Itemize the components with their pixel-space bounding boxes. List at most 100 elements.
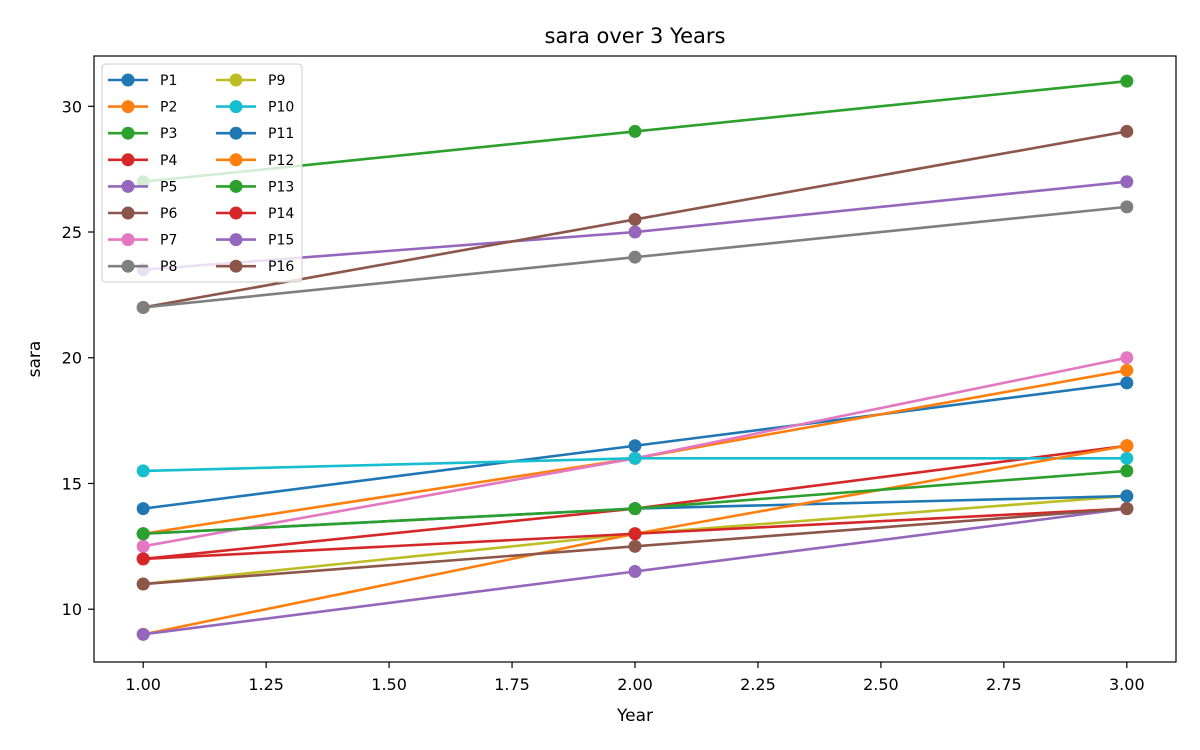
data-point-P1-2 <box>628 439 642 453</box>
data-point-P10-1 <box>136 464 150 478</box>
legend-item-P4: P4 <box>108 153 177 169</box>
legend-swatch-marker <box>121 100 135 114</box>
legend-swatch-marker <box>121 153 135 167</box>
x-tick-label: 1.25 <box>248 675 284 694</box>
data-point-P1-1 <box>136 502 150 516</box>
data-point-P13-3 <box>1120 464 1134 478</box>
legend-label: P8 <box>160 259 177 275</box>
data-point-P13-1 <box>136 527 150 541</box>
legend-swatch-marker <box>229 153 243 167</box>
series-P8 <box>136 200 1134 314</box>
legend-item-P9: P9 <box>216 73 285 89</box>
legend-swatch-marker <box>121 206 135 220</box>
x-axis: 1.00 1.25 1.50 1.75 2.00 2.25 2.50 2.75 3.00 <box>125 662 1145 694</box>
legend-item-P6: P6 <box>108 206 177 222</box>
data-point-P12-3 <box>1120 439 1134 453</box>
x-tick-label: 1.50 <box>371 675 407 694</box>
x-tick-label: 2.75 <box>986 675 1022 694</box>
x-axis-label: Year <box>616 706 653 726</box>
data-point-P7-1 <box>136 539 150 553</box>
y-axis: 10 15 20 25 30 <box>62 97 94 619</box>
legend-swatch-marker <box>121 259 135 273</box>
legend-label: P14 <box>268 206 294 222</box>
series-layer <box>136 74 1134 641</box>
data-point-P5-2 <box>628 225 642 239</box>
data-point-P5-3 <box>1120 175 1134 189</box>
legend-swatch-marker <box>229 73 243 87</box>
legend-label: P11 <box>268 126 294 142</box>
data-point-P15-2 <box>628 564 642 578</box>
data-point-P6-3 <box>1120 124 1134 138</box>
data-point-P10-3 <box>1120 451 1134 465</box>
legend-box <box>101 63 303 283</box>
legend-swatch-marker <box>229 259 243 273</box>
y-tick-label: 20 <box>62 349 82 368</box>
data-point-P8-2 <box>628 250 642 264</box>
legend-swatch-marker <box>121 73 135 87</box>
data-point-P8-3 <box>1120 200 1134 214</box>
data-point-P14-1 <box>136 552 150 566</box>
y-tick-label: 25 <box>62 223 82 242</box>
legend-label: P5 <box>160 179 177 195</box>
legend-label: P3 <box>160 126 177 142</box>
plot-area <box>93 55 1177 663</box>
data-point-P2-3 <box>1120 363 1134 377</box>
data-point-P16-2 <box>628 539 642 553</box>
legend-swatch-marker <box>121 179 135 193</box>
data-point-P11-3 <box>1120 489 1134 503</box>
legend-swatch-marker <box>229 179 243 193</box>
legend-label: P12 <box>268 153 294 169</box>
legend-label: P2 <box>160 100 177 116</box>
legend-label: P6 <box>160 206 177 222</box>
legend-label: P9 <box>268 73 285 89</box>
legend-swatch-marker <box>229 233 243 247</box>
legend-item-P15: P15 <box>216 233 294 249</box>
legend-swatch-marker <box>229 100 243 114</box>
series-P15 <box>136 502 1134 641</box>
series-P1 <box>136 376 1134 516</box>
data-point-P15-1 <box>136 627 150 641</box>
x-tick-label: 1.00 <box>125 675 161 694</box>
y-tick-label: 15 <box>62 474 82 493</box>
legend-item-P14: P14 <box>216 206 294 222</box>
data-point-P14-2 <box>628 527 642 541</box>
legend-label: P15 <box>268 233 294 249</box>
legend-item-P3: P3 <box>108 126 177 142</box>
legend-item-P11: P11 <box>216 126 294 142</box>
legend-swatch-marker <box>121 126 135 140</box>
y-tick-label: 10 <box>62 600 82 619</box>
legend-item-P10: P10 <box>216 100 294 116</box>
chart-title: sara over 3 Years <box>545 24 726 48</box>
legend-item-P5: P5 <box>108 179 177 195</box>
data-point-P8-1 <box>136 300 150 314</box>
data-point-P13-2 <box>628 502 642 516</box>
legend-label: P10 <box>268 100 294 116</box>
data-point-P3-2 <box>628 124 642 138</box>
legend-swatch-marker <box>229 126 243 140</box>
legend-item-P2: P2 <box>108 100 177 116</box>
legend-item-P1: P1 <box>108 73 177 89</box>
legend-item-P12: P12 <box>216 153 294 169</box>
legend: P1 P2 P3 P4 P5 P6 P7 P8 P9 P10 P11 P12 P13 P14 P15 P16 <box>101 63 303 283</box>
data-point-P16-1 <box>136 577 150 591</box>
x-tick-label: 1.75 <box>494 675 530 694</box>
legend-label: P7 <box>160 233 177 249</box>
legend-swatch-marker <box>121 233 135 247</box>
y-tick-label: 30 <box>62 97 82 116</box>
series-P13 <box>136 464 1134 541</box>
legend-label: P13 <box>268 179 294 195</box>
data-point-P10-2 <box>628 451 642 465</box>
legend-label: P4 <box>160 153 177 169</box>
data-point-P1-3 <box>1120 376 1134 390</box>
legend-item-P7: P7 <box>108 233 177 249</box>
series-P16 <box>136 502 1134 591</box>
legend-label: P16 <box>268 259 294 275</box>
x-tick-label: 3.00 <box>1109 675 1145 694</box>
data-point-P16-3 <box>1120 502 1134 516</box>
data-point-P6-2 <box>628 212 642 226</box>
x-tick-label: 2.25 <box>740 675 776 694</box>
legend-item-P13: P13 <box>216 179 294 195</box>
legend-label: P1 <box>160 73 177 89</box>
legend-item-P8: P8 <box>108 259 177 275</box>
